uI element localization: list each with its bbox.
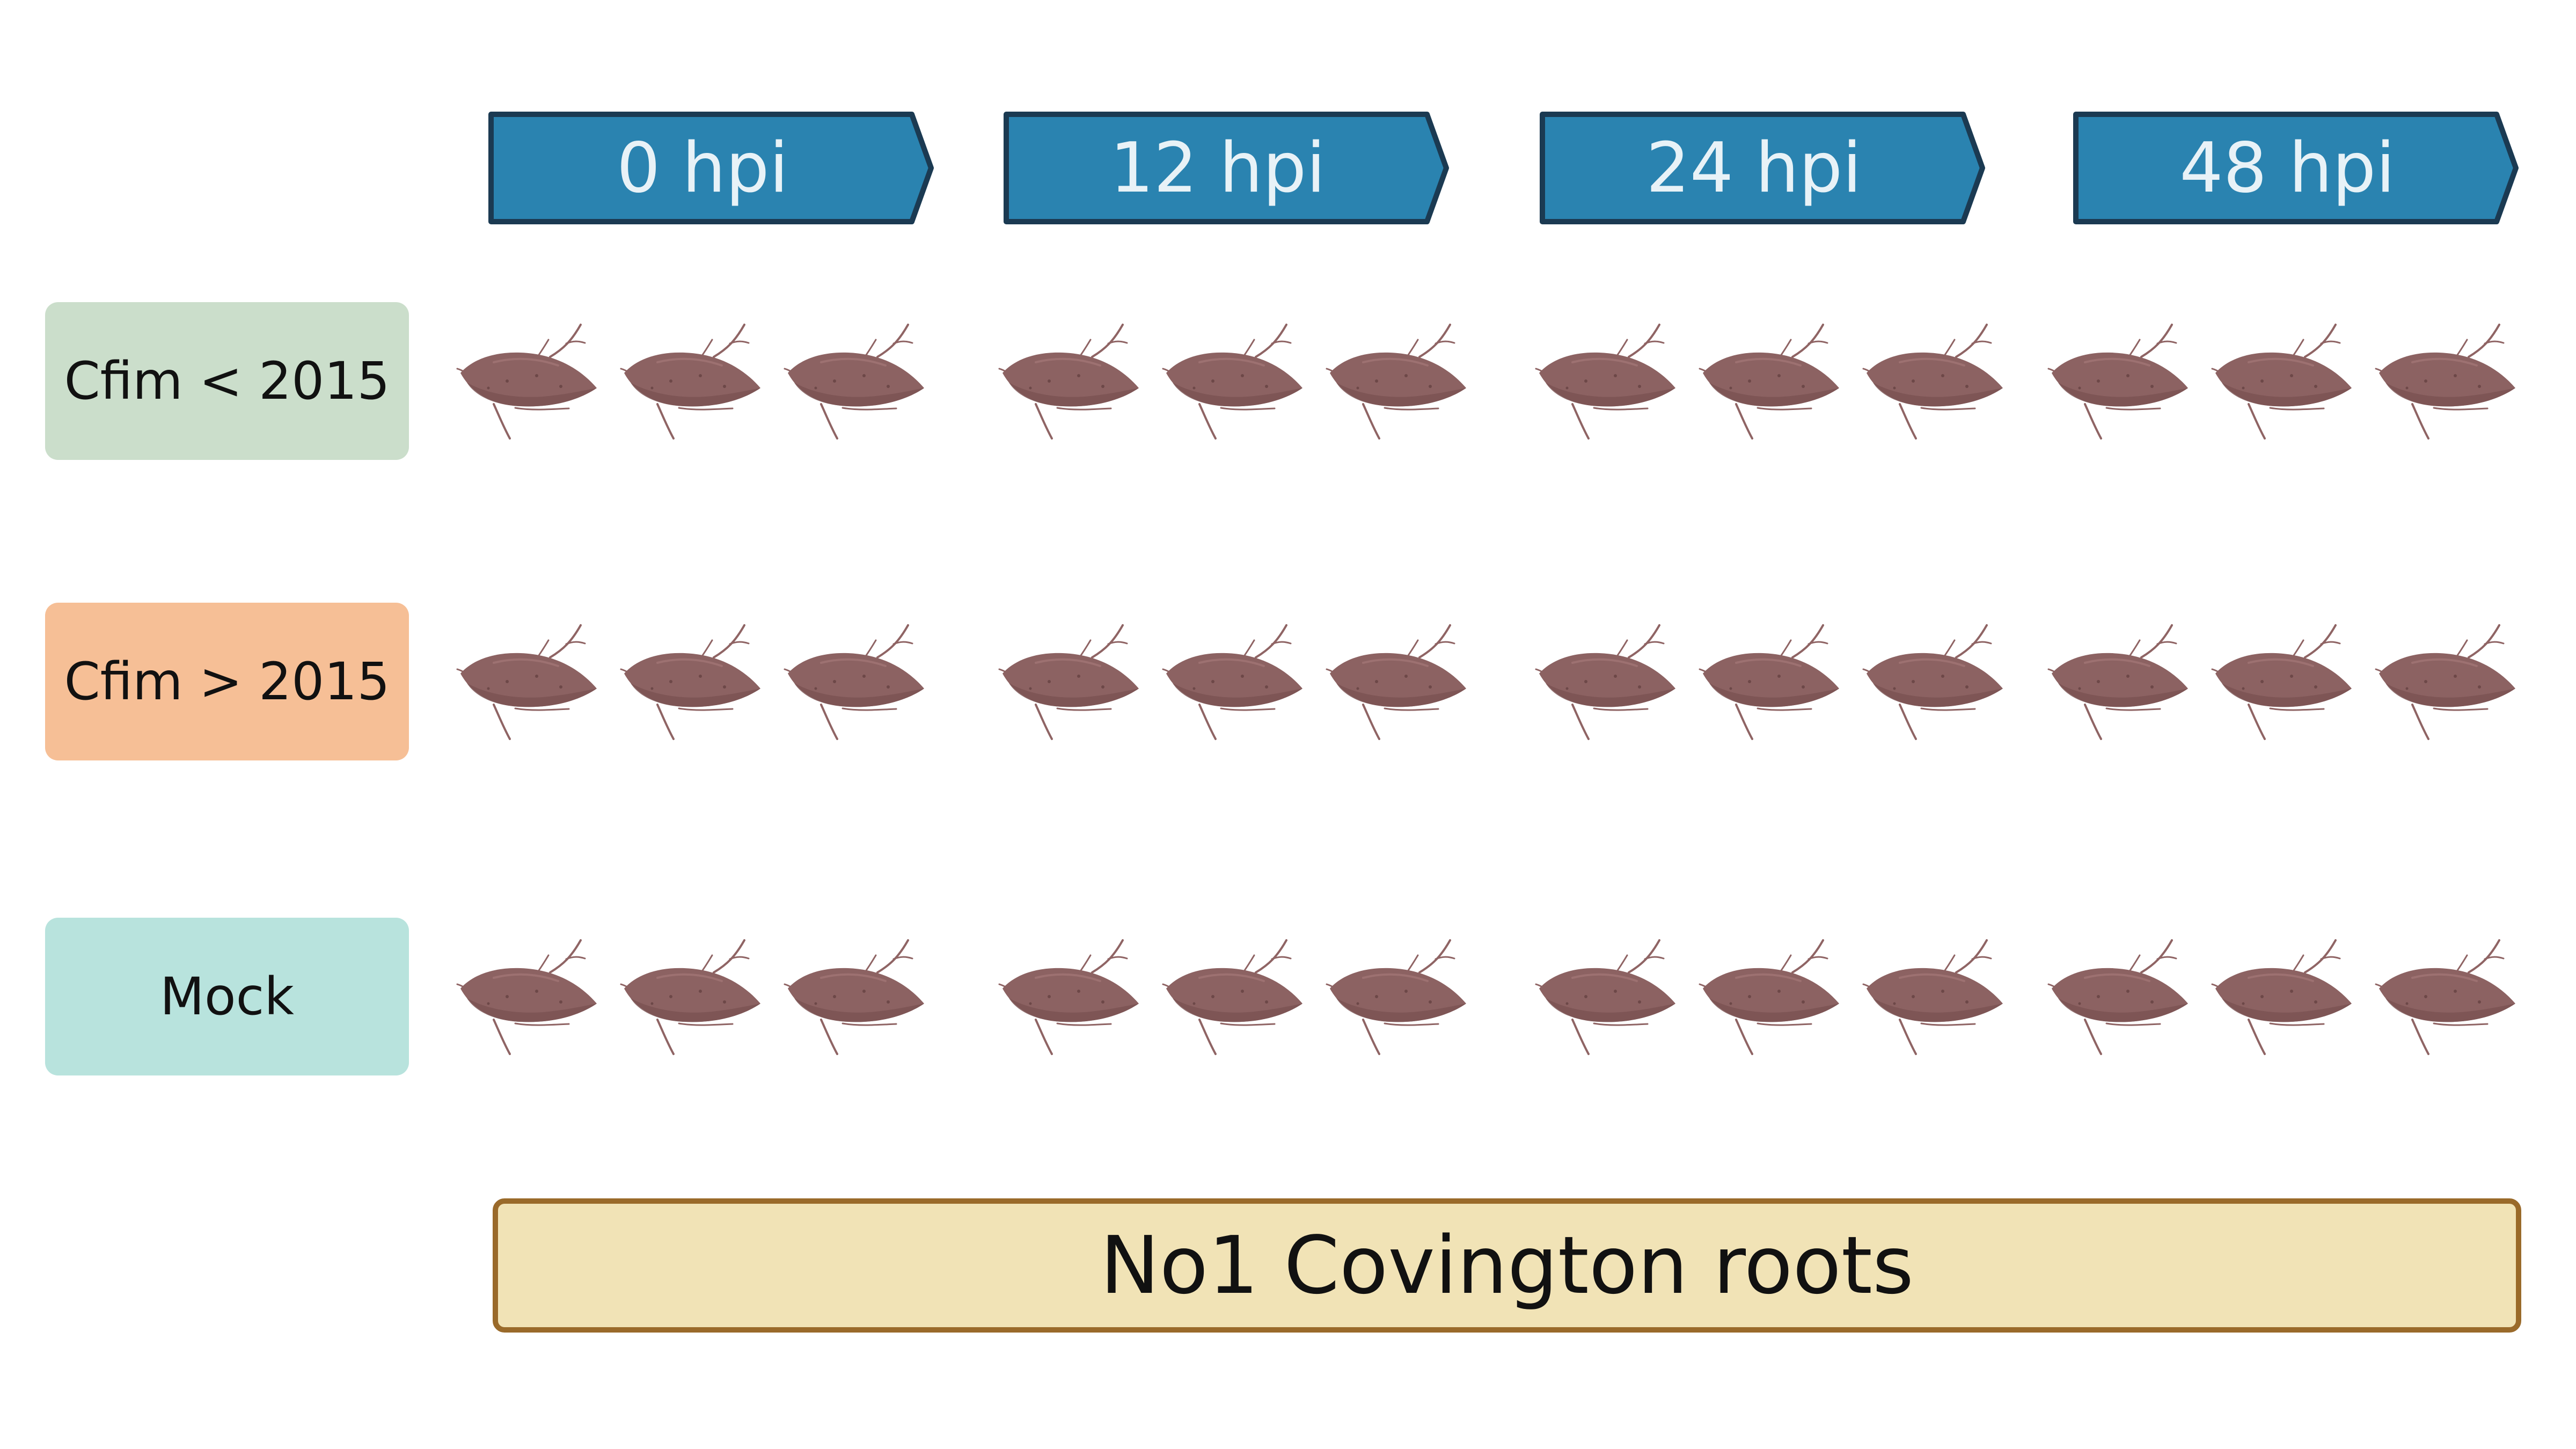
sweet-potato-root-icon [998,935,1143,1058]
root-row-cfim-after-2015 [0,620,2576,749]
sweet-potato-root-icon [784,319,928,443]
sweet-potato-root-icon [784,935,928,1058]
sweet-potato-root-icon [456,620,601,743]
sweet-potato-root-icon [1862,620,2007,743]
sweet-potato-root-icon [1326,935,1470,1058]
sweet-potato-root-icon [2211,620,2356,743]
group-label-cfim-after-2015: Cfim > 2015 [45,603,409,760]
sweet-potato-root-icon [2375,319,2520,443]
time-point-arrow-24hpi: 24 hpi [1539,111,1986,225]
sweet-potato-root-icon [784,620,928,743]
sweet-potato-root-icon [1162,319,1307,443]
sweet-potato-root-icon [620,319,765,443]
sweet-potato-root-icon [2211,935,2356,1058]
sweet-potato-root-icon [1162,620,1307,743]
time-point-arrow-0hpi: 0 hpi [488,111,934,225]
group-label-cfim-before-2015: Cfim < 2015 [45,302,409,460]
time-point-label: 48 hpi [2179,128,2395,208]
sweet-potato-root-icon [2047,620,2192,743]
group-label-mock: Mock [45,918,409,1075]
sweet-potato-root-icon [1699,935,1843,1058]
arrow-shape [488,112,934,224]
variety-banner: No1 Covington roots [493,1198,2521,1333]
time-point-label: 12 hpi [1110,128,1326,208]
arrow-shape [1004,112,1449,224]
sweet-potato-root-icon [1162,935,1307,1058]
sweet-potato-root-icon [1535,620,1680,743]
root-row-mock [0,935,2576,1064]
sweet-potato-root-icon [2211,319,2356,443]
sweet-potato-root-icon [998,319,1143,443]
arrow-shape [2073,112,2519,224]
time-point-label: 0 hpi [616,128,789,208]
arrow-shape [1540,112,1985,224]
sweet-potato-root-icon [2047,319,2192,443]
sweet-potato-root-icon [1326,319,1470,443]
sweet-potato-root-icon [998,620,1143,743]
sweet-potato-root-icon [1535,319,1680,443]
sweet-potato-root-icon [456,319,601,443]
time-point-arrow-12hpi: 12 hpi [1003,111,1450,225]
sweet-potato-root-icon [620,935,765,1058]
sweet-potato-root-icon [1535,935,1680,1058]
sweet-potato-root-icon [1862,935,2007,1058]
time-point-label: 24 hpi [1646,128,1862,208]
sweet-potato-root-icon [1699,620,1843,743]
sweet-potato-root-icon [620,620,765,743]
root-row-cfim-before-2015 [0,319,2576,448]
sweet-potato-root-icon [2047,935,2192,1058]
sweet-potato-root-icon [2375,620,2520,743]
sweet-potato-root-icon [1862,319,2007,443]
sweet-potato-root-icon [2375,935,2520,1058]
sweet-potato-root-icon [1699,319,1843,443]
sweet-potato-root-icon [456,935,601,1058]
sweet-potato-root-icon [1326,620,1470,743]
time-point-arrow-48hpi: 48 hpi [2073,111,2519,225]
